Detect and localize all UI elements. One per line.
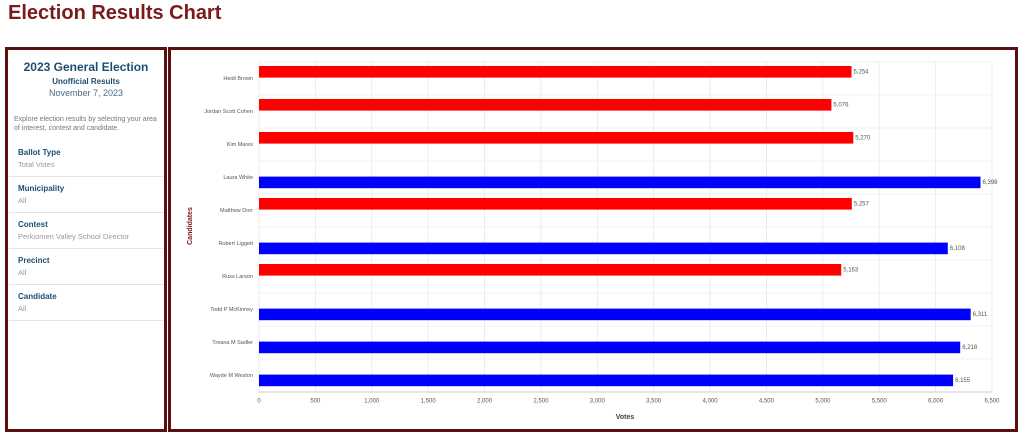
filters: Ballot Type Total Votes Municipality All Con…: [9, 141, 163, 321]
page-title: Election Results Chart: [8, 2, 222, 24]
bar: [259, 264, 842, 276]
value-label: 6,108: [950, 246, 966, 252]
sidebar-subtitle: Unofficial Results: [52, 77, 120, 86]
value-label: 5,163: [843, 267, 859, 273]
y-tick-label: Todd P McKinney: [210, 307, 253, 313]
x-tick-label: 5,000: [815, 399, 831, 405]
sidebar-date: November 7, 2023: [48, 88, 124, 98]
y-tick-label: Heidi Brown: [223, 76, 253, 82]
x-tick-label: 6,500: [984, 399, 1000, 405]
bar: [259, 374, 954, 387]
y-axis-label: Candidates: [187, 207, 194, 245]
filter-label: Contest: [18, 220, 48, 229]
x-tick-label: 4,000: [703, 399, 719, 405]
y-tick-label: Kim Mares: [227, 142, 254, 148]
y-tick-label: Wayde M Weston: [210, 373, 253, 379]
x-axis-label: Votes: [616, 414, 635, 421]
x-tick-label: 6,000: [928, 399, 944, 405]
y-tick-label: Jordan Scott Cohen: [204, 109, 253, 115]
x-tick-label: 3,500: [646, 399, 662, 405]
filter-value: All: [18, 196, 27, 205]
bar: [259, 308, 971, 321]
chart-border: [168, 47, 1018, 432]
x-tick-label: 1,500: [421, 399, 437, 405]
filter[interactable]: Ballot Type Total Votes: [9, 141, 163, 177]
y-tick-label: Treana M Sadler: [212, 340, 253, 346]
filter[interactable]: Contest Perkiomen Valley School Director: [9, 213, 163, 249]
x-tick-label: 0: [257, 399, 261, 405]
bar: [259, 198, 852, 210]
y-tick-label: Russ Larson: [222, 274, 253, 280]
bar: [259, 66, 852, 78]
y-tick-label: Matthew Dorr: [220, 208, 253, 214]
value-label: 5,270: [855, 135, 871, 141]
filter[interactable]: Candidate All: [9, 285, 163, 321]
value-label: 6,398: [982, 180, 998, 186]
y-tick-label: Robert Liggett: [218, 241, 253, 247]
filter-label: Candidate: [18, 292, 57, 301]
filter-label: Municipality: [18, 184, 65, 193]
value-label: 6,155: [955, 378, 971, 384]
bar: [259, 242, 948, 255]
x-tick-label: 2,500: [533, 399, 549, 405]
x-tick-label: 500: [310, 399, 321, 405]
filter[interactable]: Municipality All: [9, 177, 163, 213]
x-tick-label: 2,000: [477, 399, 493, 405]
x-tick-label: 3,000: [590, 399, 606, 405]
filter-value: Perkiomen Valley School Director: [18, 232, 130, 241]
filter-value: All: [18, 268, 27, 277]
filter-label: Precinct: [18, 256, 50, 265]
value-label: 5,254: [853, 69, 869, 75]
filter-label: Ballot Type: [18, 148, 61, 157]
value-label: 5,257: [854, 201, 870, 207]
filter[interactable]: Precinct All: [9, 249, 163, 285]
bar: [259, 341, 961, 354]
x-tick-label: 1,000: [364, 399, 380, 405]
filter-value: All: [18, 304, 27, 313]
value-label: 5,076: [833, 102, 849, 108]
filter-value: Total Votes: [18, 160, 55, 169]
x-tick-label: 4,500: [759, 399, 775, 405]
value-label: 6,311: [973, 312, 988, 318]
bar: [259, 132, 854, 144]
sidebar-border: [5, 47, 167, 432]
sidebar-title: 2023 General Election: [23, 60, 149, 74]
sidebar: 2023 General Election Unofficial Results…: [9, 51, 163, 321]
x-tick-label: 5,500: [872, 399, 888, 405]
bar: [259, 99, 832, 111]
bar: [259, 176, 981, 189]
value-label: 6,218: [962, 345, 978, 351]
sidebar-description: Explore election results by selecting yo…: [14, 116, 157, 132]
y-tick-label: Laura White: [223, 175, 253, 181]
